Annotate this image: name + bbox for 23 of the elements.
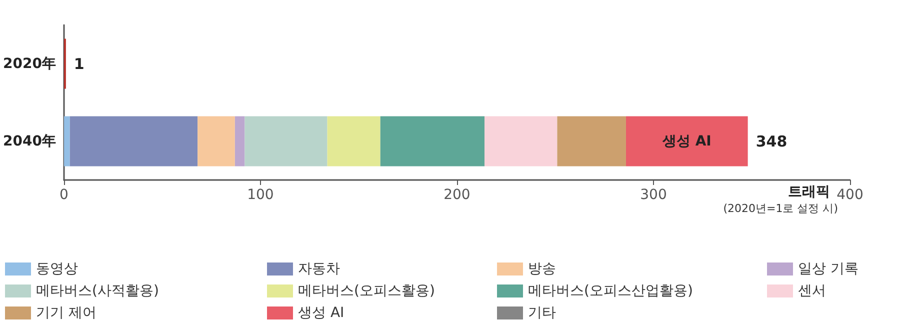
legend-label: 기기 제어 [36, 305, 96, 321]
legend-label: 자동차 [298, 261, 340, 277]
x-tick-label: 100 [247, 187, 274, 203]
legend-label: 메타버스(오피스활용) [298, 283, 435, 299]
x-tick-label: 300 [640, 187, 667, 203]
x-tick-label: 200 [444, 187, 470, 203]
legend-label: 센서 [798, 283, 826, 299]
legend-label: 생성 AI [298, 305, 344, 321]
legend-label: 동영상 [36, 261, 78, 277]
data-label: 생성 AI [661, 133, 712, 150]
legend-label: 기타 [528, 305, 556, 321]
y-tick-label: 2040年 [2, 133, 56, 150]
legend-label: 일상 기록 [798, 261, 858, 277]
text: (2020년=1로 설정 시) [723, 202, 838, 215]
x-axis-title: 트래픽 [788, 184, 830, 200]
legend-label: 메타버스(오피스산업활용) [528, 283, 693, 299]
legend-label: 방송 [528, 261, 556, 277]
y-tick-label: 2020年 [2, 56, 56, 72]
legend-label: 메타버스(사적활용) [36, 283, 159, 299]
total-label: 1 [74, 54, 84, 73]
total-label: 348 [756, 132, 788, 150]
x-tick-label: 0 [60, 187, 68, 203]
x-tick-label: 400 [836, 187, 864, 203]
